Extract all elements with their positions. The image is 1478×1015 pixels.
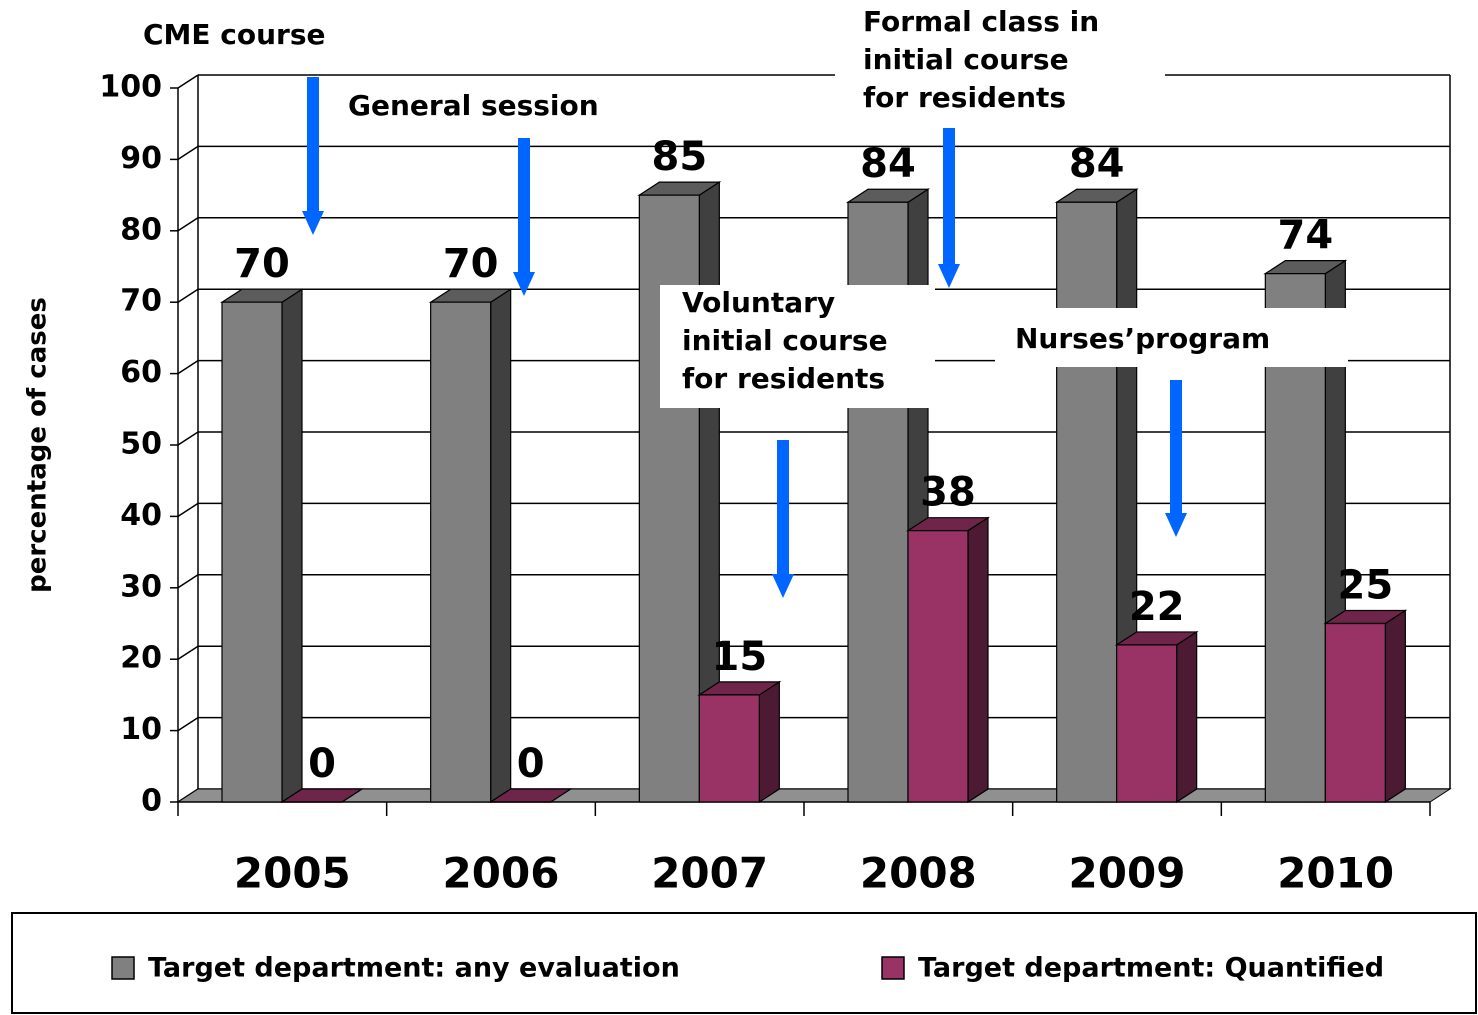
bar bbox=[905, 516, 991, 804]
bar-front bbox=[430, 301, 492, 803]
bar-front bbox=[907, 530, 969, 803]
bar-side bbox=[281, 288, 303, 804]
annotation: initial course bbox=[863, 43, 1069, 76]
bar-side bbox=[490, 288, 512, 804]
grid-line bbox=[177, 359, 199, 375]
bar bbox=[219, 288, 305, 804]
legend-label: Target department: Quantified bbox=[918, 953, 1384, 984]
annotation-box bbox=[995, 308, 1348, 367]
value-label: 70 bbox=[234, 241, 290, 287]
y-tick-label: 50 bbox=[120, 427, 162, 462]
arrow-shaft bbox=[943, 128, 955, 266]
arrow-shaft bbox=[307, 77, 319, 213]
arrow-shaft bbox=[777, 440, 789, 576]
bar-side bbox=[967, 516, 989, 804]
x-tick-label: 2007 bbox=[651, 849, 768, 898]
legend-box bbox=[11, 912, 1477, 1014]
arrow-shaft bbox=[518, 138, 530, 274]
x-tick-label: 2009 bbox=[1069, 849, 1186, 898]
grid-line bbox=[177, 431, 199, 446]
bar bbox=[1114, 630, 1199, 804]
grid-line bbox=[177, 716, 199, 732]
y-axis-label: percentage of cases bbox=[23, 297, 53, 593]
bar-side bbox=[758, 680, 780, 804]
annotation: for residents bbox=[682, 362, 885, 395]
bar-front bbox=[221, 301, 283, 803]
grid-line bbox=[177, 502, 199, 518]
grid-line bbox=[177, 574, 199, 589]
grid-line bbox=[177, 145, 199, 161]
annotation: Nurses’program bbox=[1015, 322, 1270, 355]
bar bbox=[697, 680, 782, 804]
floor bbox=[176, 788, 1452, 803]
arrow-head bbox=[513, 272, 535, 296]
legend-swatch bbox=[111, 956, 135, 980]
legend-label: Target department: any evaluation bbox=[148, 953, 680, 984]
bar bbox=[279, 788, 365, 803]
arrow-head bbox=[772, 574, 794, 598]
annotation: initial course bbox=[682, 324, 888, 357]
y-tick-label: 30 bbox=[120, 569, 162, 604]
value-label: 38 bbox=[920, 470, 976, 516]
arrow-shaft bbox=[1170, 380, 1182, 515]
bar bbox=[428, 288, 513, 804]
x-tick-label: 2005 bbox=[234, 849, 351, 898]
y-tick-label: 40 bbox=[120, 498, 162, 533]
value-label: 25 bbox=[1337, 563, 1393, 609]
y-tick-label: 60 bbox=[120, 355, 162, 390]
bar-front bbox=[698, 694, 760, 803]
annotation: CME course bbox=[143, 18, 326, 51]
bar-front bbox=[1116, 644, 1178, 803]
bar bbox=[1323, 609, 1408, 804]
x-tick-label: 2008 bbox=[860, 849, 977, 898]
annotation: Voluntary bbox=[682, 286, 835, 319]
value-label: 70 bbox=[443, 241, 499, 287]
value-label: 22 bbox=[1129, 584, 1185, 630]
value-label: 74 bbox=[1277, 213, 1333, 259]
annotation-box bbox=[660, 285, 935, 408]
y-tick-label: 0 bbox=[141, 784, 162, 819]
legend-swatch bbox=[881, 956, 905, 980]
value-label: 15 bbox=[711, 634, 767, 680]
bar-side bbox=[1176, 630, 1198, 804]
arrow-head bbox=[938, 264, 960, 288]
bar bbox=[488, 788, 573, 803]
value-label: 0 bbox=[308, 741, 336, 787]
annotation: for residents bbox=[863, 81, 1066, 114]
grid-line bbox=[177, 217, 199, 232]
annotation-box bbox=[835, 0, 1165, 112]
arrow-head bbox=[302, 211, 324, 235]
grid-line bbox=[177, 288, 199, 303]
bar-side bbox=[1384, 609, 1406, 804]
y-tick-label: 90 bbox=[120, 141, 162, 176]
y-tick-label: 20 bbox=[120, 641, 162, 676]
value-label: 84 bbox=[860, 141, 916, 187]
arrow-head bbox=[1165, 513, 1187, 537]
value-label: 85 bbox=[651, 134, 707, 180]
y-tick-label: 70 bbox=[120, 284, 162, 319]
y-tick-label: 100 bbox=[99, 70, 162, 105]
annotation: Formal class in bbox=[863, 5, 1099, 38]
value-label: 0 bbox=[517, 741, 545, 787]
value-label: 84 bbox=[1069, 141, 1125, 187]
x-tick-label: 2010 bbox=[1277, 849, 1394, 898]
bar-front bbox=[1324, 622, 1386, 803]
grid-line bbox=[177, 74, 199, 89]
y-tick-label: 10 bbox=[120, 712, 162, 747]
bar-front bbox=[1056, 201, 1118, 803]
x-tick-label: 2006 bbox=[443, 849, 560, 898]
y-tick-label: 80 bbox=[120, 212, 162, 247]
grid-line bbox=[177, 645, 199, 660]
annotation: General session bbox=[348, 89, 599, 122]
